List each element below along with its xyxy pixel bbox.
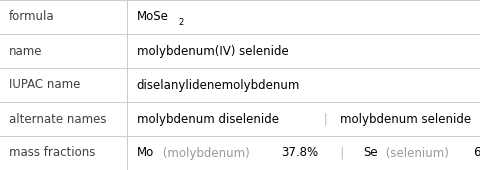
Text: |: | (320, 113, 335, 125)
Text: 37.8%: 37.8% (281, 147, 318, 159)
Text: formula: formula (9, 11, 54, 23)
Text: name: name (9, 45, 42, 57)
Text: molybdenum selenide: molybdenum selenide (340, 113, 471, 125)
Text: MoSe: MoSe (137, 11, 168, 23)
Text: diselanylidenemolybdenum: diselanylidenemolybdenum (137, 79, 300, 91)
Text: molybdenum(IV) selenide: molybdenum(IV) selenide (137, 45, 288, 57)
Text: 62.2%: 62.2% (473, 147, 480, 159)
Text: alternate names: alternate names (9, 113, 106, 125)
Text: molybdenum diselenide: molybdenum diselenide (137, 113, 279, 125)
Text: mass fractions: mass fractions (9, 147, 95, 159)
Text: (selenium): (selenium) (382, 147, 453, 159)
Text: 2: 2 (179, 18, 184, 27)
Text: (molybdenum): (molybdenum) (159, 147, 253, 159)
Text: IUPAC name: IUPAC name (9, 79, 80, 91)
Text: Mo: Mo (137, 147, 154, 159)
Text: Se: Se (363, 147, 378, 159)
Text: |: | (329, 147, 355, 159)
